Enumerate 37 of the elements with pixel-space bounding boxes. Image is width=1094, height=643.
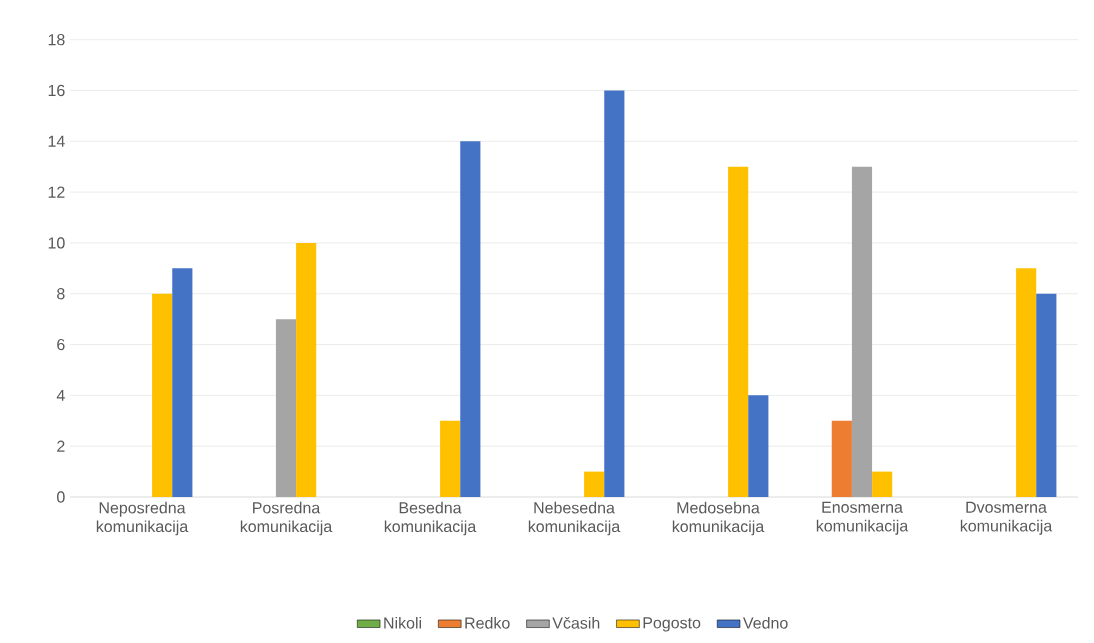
bar — [748, 395, 769, 497]
y-tick-label: 0 — [57, 491, 65, 503]
x-tick-label: Nebesedna komunikacija — [528, 501, 621, 536]
bar — [460, 141, 481, 497]
x-tick-label: Dvosmerna komunikacija — [960, 501, 1053, 535]
bar — [728, 166, 749, 497]
bar — [440, 420, 461, 497]
y-tick-label: 16 — [48, 84, 65, 97]
bar — [275, 319, 297, 497]
bar — [604, 90, 625, 497]
bar — [872, 471, 893, 497]
y-tick-label: 18 — [48, 34, 65, 46]
bar — [296, 242, 317, 497]
legend-label: Redko — [465, 616, 510, 629]
x-tick-label: Neposredna komunikacija — [96, 501, 189, 536]
bar — [1036, 293, 1057, 497]
legend-label: Vedno — [743, 616, 788, 629]
bar — [584, 471, 605, 497]
y-tick-label: 6 — [57, 338, 65, 351]
legend-label: Pogosto — [643, 617, 701, 632]
x-tick-label: Medosebna komunikacija — [672, 501, 765, 536]
y-tick-label: 12 — [48, 186, 65, 198]
y-tick-label: 10 — [48, 237, 65, 249]
y-tick-label: 4 — [56, 389, 65, 401]
bar — [851, 166, 873, 497]
y-tick-label: 14 — [48, 135, 65, 147]
bar — [172, 268, 193, 497]
x-tick-label: Besedna komunikacija — [384, 501, 477, 536]
y-tick-label: 8 — [57, 288, 65, 300]
x-tick-label: Posredna komunikacija — [240, 501, 333, 536]
legend-label: Nikoli — [384, 616, 421, 629]
bar — [831, 420, 852, 497]
bar — [152, 293, 173, 497]
bar — [1016, 268, 1037, 497]
x-tick-label: Enosmerna komunikacija — [816, 501, 909, 535]
legend-label: Včasih — [552, 616, 600, 629]
y-tick-label: 2 — [57, 440, 65, 452]
